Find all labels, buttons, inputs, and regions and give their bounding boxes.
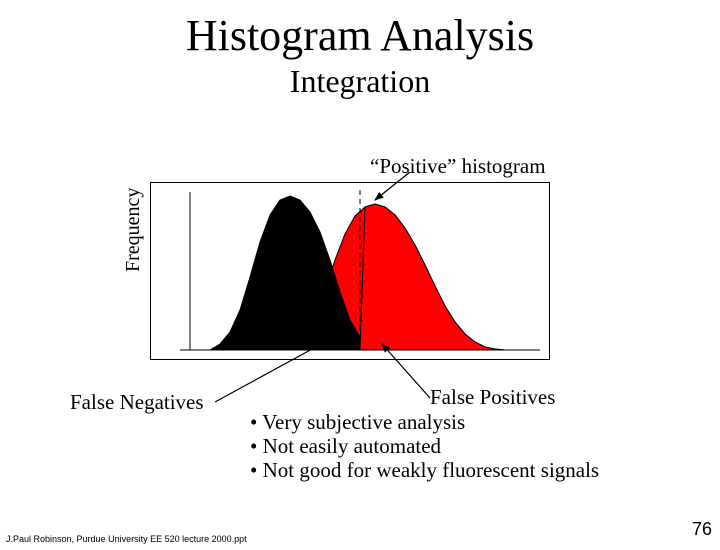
false-positives-label: False Positives: [430, 385, 555, 410]
page-subtitle: Integration: [0, 63, 720, 100]
false-negatives-label: False Negatives: [70, 390, 204, 415]
footer-text: J.Paul Robinson, Purdue University EE 52…: [6, 534, 247, 544]
histogram-chart: Frequency: [150, 182, 550, 360]
chart-border: [150, 182, 550, 360]
bullet-list: • Very subjective analysis • Not easily …: [250, 410, 599, 482]
bullet-item: • Very subjective analysis: [250, 410, 599, 434]
page-number: 76: [692, 519, 712, 540]
bullet-item: • Not good for weakly fluorescent signal…: [250, 458, 599, 482]
page-title: Histogram Analysis: [0, 10, 720, 61]
positive-histogram-label: “Positive” histogram: [370, 154, 546, 179]
bullet-item: • Not easily automated: [250, 434, 599, 458]
y-axis-label: Frequency: [122, 188, 145, 272]
